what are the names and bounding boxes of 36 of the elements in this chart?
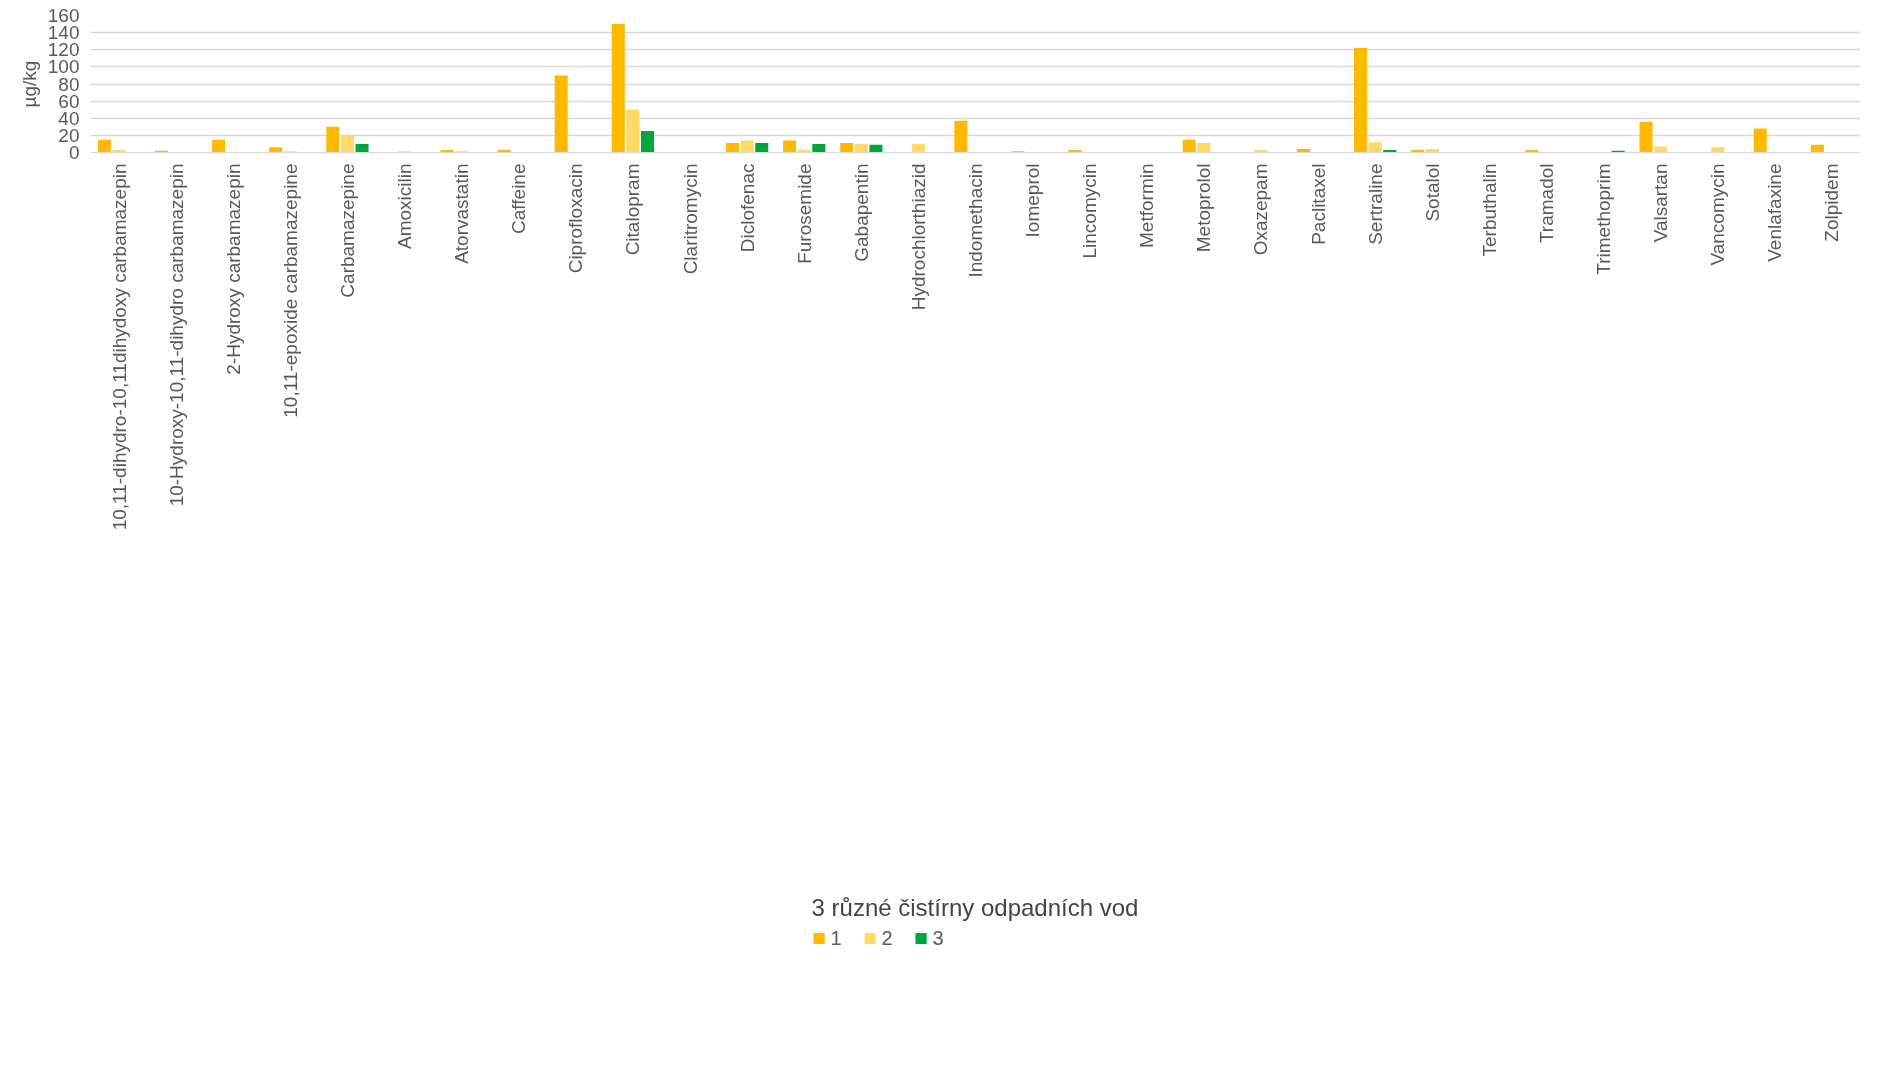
x-tick-label: Ciprofloxacin <box>565 163 587 274</box>
x-tick-label: 10,11-epoxide carbamazepine <box>279 163 301 418</box>
x-tick-label: Furosemide <box>793 163 815 264</box>
x-tick-label: Caffeine <box>508 163 530 234</box>
x-tick-label: Diclofenac <box>736 163 758 253</box>
x-tick-label: Metformin <box>1136 163 1158 248</box>
legend-label: 2 <box>881 926 894 950</box>
x-tick-label: Valsartan <box>1650 163 1672 243</box>
x-tick-label: Zolpidem <box>1821 163 1843 242</box>
x-tick-label: Metoprolol <box>1193 163 1215 253</box>
x-tick-label: Lincomycin <box>1079 163 1101 259</box>
legend-label: 3 <box>932 926 945 950</box>
x-tick-label: Hydrochlorthiazid <box>907 163 929 311</box>
x-tick-label: Venlafaxine <box>1764 163 1786 262</box>
x-tick-label: 10,11-dihydro-10,11dihydoxy carbamazepin <box>108 163 130 531</box>
x-tick-label: Sertraline <box>1364 163 1386 245</box>
x-tick-label: Citalopram <box>622 163 644 256</box>
x-tick-label: Atorvastatin <box>451 163 473 264</box>
x-tick-label: Terbuthalin <box>1478 163 1500 257</box>
x-tick-label: Trimethoprim <box>1593 163 1615 275</box>
x-tick-label: Vancomycin <box>1707 163 1729 266</box>
legend-label: 1 <box>830 926 843 950</box>
x-tick-label: 2-Hydroxy carbamazepin <box>222 163 244 375</box>
x-tick-label: Iomeprol <box>1022 163 1044 238</box>
y-axis-title: µg/kg <box>18 60 40 108</box>
x-tick-label: Tramadol <box>1535 163 1557 244</box>
x-tick-label: 10-Hydroxy-10,11-dihydro carbamazepin <box>165 163 187 507</box>
x-tick-label: Paclitaxel <box>1307 163 1329 245</box>
x-tick-label: Oxazepam <box>1250 163 1272 256</box>
x-tick-label: Amoxicilin <box>394 163 416 250</box>
legend-title: 3 různé čistírny odpadních vod <box>811 893 1139 922</box>
x-tick-label: Claritromycin <box>679 163 701 275</box>
x-tick-label: Carbamazepine <box>336 163 358 298</box>
x-tick-label: Indomethacin <box>965 163 986 278</box>
x-tick-label: Gabapentin <box>850 163 872 262</box>
x-tick-label: Sotalol <box>1421 163 1443 222</box>
